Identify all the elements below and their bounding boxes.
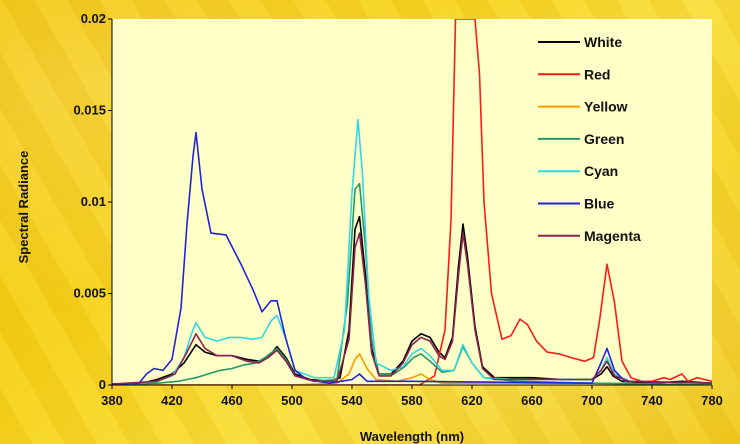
y-axis-ticks: 0 0.005 0.01 0.015 0.02 [73,11,112,392]
y-tick-label: 0.01 [81,194,106,209]
y-tick-label: 0 [99,377,106,392]
legend-label-white: White [584,34,622,50]
x-tick-label: 780 [701,393,723,408]
legend-label-cyan: Cyan [584,163,618,179]
legend-label-green: Green [584,131,624,147]
x-tick-label: 740 [641,393,663,408]
series-layer [112,19,712,385]
plot-area [112,19,712,385]
legend-label-yellow: Yellow [584,99,628,115]
x-tick-label: 620 [461,393,483,408]
x-tick-label: 460 [221,393,243,408]
x-axis-title: Wavelength (nm) [360,429,464,444]
y-axis-title: Spectral Radiance [16,151,31,264]
legend-label-blue: Blue [584,196,615,212]
legend-label-red: Red [584,66,610,82]
series-line-magenta [112,232,712,385]
y-tick-label: 0.005 [73,286,106,301]
x-tick-label: 380 [101,393,123,408]
x-tick-label: 420 [161,393,183,408]
x-tick-label: 700 [581,393,603,408]
series-line-blue [112,131,712,385]
x-tick-label: 540 [341,393,363,408]
y-tick-label: 0.015 [73,103,106,118]
legend: White Red Yellow Green Cyan Blue Magenta [538,34,641,244]
legend-label-magenta: Magenta [584,228,641,244]
series-line-cyan [112,118,712,385]
x-tick-label: 500 [281,393,303,408]
y-tick-label: 0.02 [81,11,106,26]
x-tick-label: 580 [401,393,423,408]
x-tick-label: 660 [521,393,543,408]
x-axis-ticks: 380 420 460 500 540 580 620 660 700 740 780 [101,385,723,408]
